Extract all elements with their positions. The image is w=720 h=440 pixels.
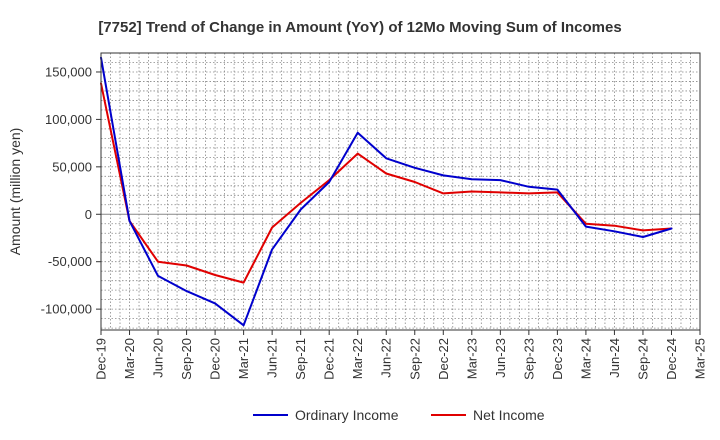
x-tick-label: Sep-22 xyxy=(407,338,422,380)
legend-label: Net Income xyxy=(473,407,545,423)
x-tick-label: Mar-20 xyxy=(122,338,137,379)
x-tick-label: Sep-23 xyxy=(521,338,536,380)
x-tick-label: Dec-24 xyxy=(664,338,679,380)
x-tick-label: Jun-21 xyxy=(265,338,280,378)
x-tick-label: Sep-21 xyxy=(293,338,308,380)
grid xyxy=(101,53,700,330)
x-tick-label: Mar-22 xyxy=(350,338,365,379)
chart-title: [7752] Trend of Change in Amount (YoY) o… xyxy=(98,19,621,36)
x-tick-label: Mar-21 xyxy=(236,338,251,379)
plot-frame xyxy=(100,52,701,331)
x-tick-label: Sep-24 xyxy=(635,338,650,380)
y-tick-label: 0 xyxy=(85,207,92,222)
x-tick-label: Jun-23 xyxy=(493,338,508,378)
x-tick-label: Dec-20 xyxy=(208,338,223,380)
series-line-ordinary-income xyxy=(100,56,673,327)
x-tick-label: Mar-23 xyxy=(464,338,479,379)
y-tick-label: 100,000 xyxy=(45,112,92,127)
y-tick-label: 150,000 xyxy=(45,64,92,79)
x-tick-label: Jun-22 xyxy=(379,338,394,378)
axis-ticks: 150,000 100,000 50,000 0 -50,000 -100,000 Dec-… xyxy=(41,64,708,379)
y-tick-label: -100,000 xyxy=(41,302,92,317)
legend: Ordinary Income Net Income xyxy=(253,407,545,423)
x-tick-label: Mar-24 xyxy=(578,338,593,379)
x-tick-label: Dec-22 xyxy=(436,338,451,380)
series-lines xyxy=(100,56,673,327)
y-tick-label: -50,000 xyxy=(48,254,92,269)
x-tick-label: Dec-19 xyxy=(94,338,109,380)
x-tick-label: Sep-20 xyxy=(179,338,194,380)
x-tick-label: Dec-21 xyxy=(322,338,337,380)
y-axis-title: Amount (million yen) xyxy=(7,128,23,256)
legend-label: Ordinary Income xyxy=(295,407,399,423)
x-tick-label: Jun-24 xyxy=(607,338,622,378)
x-tick-label: Mar-25 xyxy=(693,338,708,379)
y-tick-label: 50,000 xyxy=(52,159,92,174)
x-tick-label: Jun-20 xyxy=(151,338,166,378)
x-tick-label: Dec-23 xyxy=(550,338,565,380)
